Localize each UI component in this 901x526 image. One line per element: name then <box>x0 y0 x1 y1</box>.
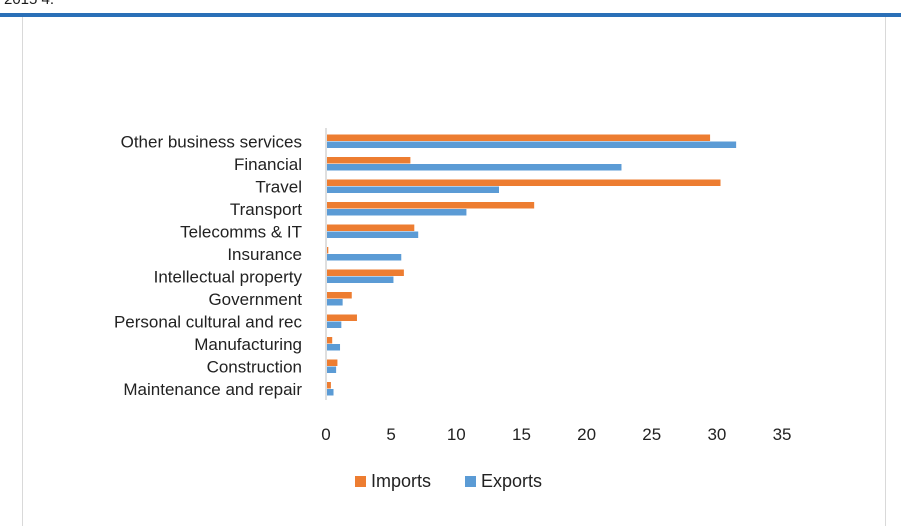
exports-bar-11 <box>327 389 334 396</box>
x-tick-label: 15 <box>512 425 531 444</box>
imports-bar-0 <box>327 134 711 141</box>
category-label: Transport <box>230 200 302 219</box>
exports-bar-6 <box>327 276 394 283</box>
exports-bar-4 <box>327 231 419 238</box>
imports-bar-4 <box>327 224 415 231</box>
exports-bar-5 <box>327 254 402 261</box>
imports-bar-11 <box>327 382 331 389</box>
x-tick-label: 25 <box>642 425 661 444</box>
category-label: Maintenance and repair <box>123 380 302 399</box>
exports-legend-swatch <box>465 476 476 487</box>
x-tick-label: 5 <box>386 425 395 444</box>
exports-bar-8 <box>327 321 342 328</box>
exports-bar-1 <box>327 164 622 171</box>
category-label: Insurance <box>227 245 302 264</box>
category-label: Telecomms & IT <box>180 222 302 241</box>
exports-bar-9 <box>327 344 341 351</box>
imports-bar-3 <box>327 202 535 209</box>
imports-legend-swatch <box>355 476 366 487</box>
x-tick-label: 30 <box>707 425 726 444</box>
bar-chart: Other business services Financial Travel Tr… <box>114 128 792 491</box>
category-label: Other business services <box>121 132 302 151</box>
imports-bar-7 <box>327 292 352 299</box>
exports-bar-10 <box>327 366 337 373</box>
category-label: Manufacturing <box>194 335 302 354</box>
x-tick-label: 10 <box>447 425 466 444</box>
category-label: Intellectual property <box>154 267 303 286</box>
page-caption: 2015 4. <box>4 0 54 8</box>
imports-bar-5 <box>327 247 329 254</box>
imports-bar-2 <box>327 179 721 186</box>
x-tick-label: 35 <box>773 425 792 444</box>
chart-container: Other business services Financial Travel Tr… <box>22 17 886 526</box>
category-label: Financial <box>234 155 302 174</box>
x-tick-label: 20 <box>577 425 596 444</box>
imports-legend-label: Imports <box>371 471 431 491</box>
category-label: Travel <box>255 177 302 196</box>
exports-bar-3 <box>327 209 467 216</box>
x-tick-label: 0 <box>321 425 330 444</box>
exports-bar-7 <box>327 299 343 306</box>
imports-bar-1 <box>327 157 411 164</box>
imports-bar-6 <box>327 269 404 276</box>
imports-bar-8 <box>327 314 357 321</box>
exports-bar-2 <box>327 186 499 193</box>
imports-bar-10 <box>327 359 338 366</box>
exports-legend-label: Exports <box>481 471 542 491</box>
header-rule <box>0 13 901 17</box>
category-label: Construction <box>207 357 302 376</box>
imports-bar-9 <box>327 337 333 344</box>
exports-bar-0 <box>327 141 737 148</box>
category-label: Government <box>208 290 302 309</box>
category-label: Personal cultural and rec <box>114 312 303 331</box>
